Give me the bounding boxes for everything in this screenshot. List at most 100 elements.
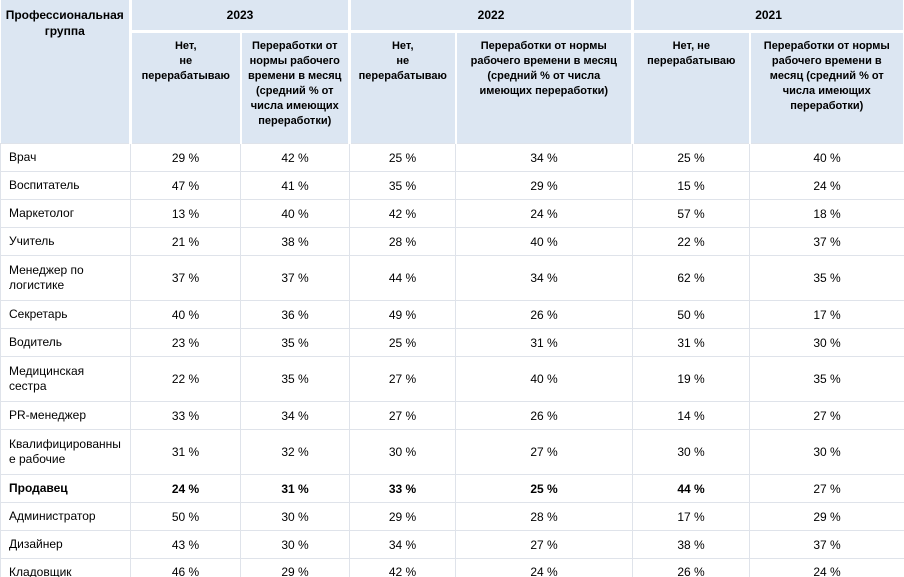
value-cell: 30 %	[749, 328, 904, 357]
value-cell: 24 %	[749, 171, 904, 200]
value-cell: 32 %	[239, 429, 351, 475]
row-label: Менеджер по логистике	[0, 255, 131, 301]
row-label: Врач	[0, 143, 131, 172]
table-row: Учитель 21 % 38 % 28 % 40 % 22 % 37 %	[0, 227, 904, 256]
value-cell: 33 %	[130, 401, 241, 430]
subheader-2023-overtime: Переработки от нормы рабочего времени в …	[239, 31, 352, 144]
value-cell: 23 %	[130, 328, 241, 357]
value-cell: 25 %	[632, 143, 751, 172]
value-cell: 33 %	[349, 474, 457, 503]
value-cell: 24 %	[455, 558, 634, 577]
table-row: Воспитатель 47 % 41 % 35 % 29 % 15 % 24 %	[0, 171, 904, 200]
value-cell: 29 %	[349, 502, 457, 531]
value-cell: 50 %	[130, 502, 241, 531]
subheader-2022-no-overtime: Нет, не перерабатываю	[348, 31, 457, 144]
table-header: Профессиональная группа 2023 2022 2021 Н…	[0, 0, 904, 144]
value-cell: 34 %	[455, 255, 634, 301]
value-cell: 27 %	[455, 530, 634, 559]
table-row: Дизайнер 43 % 30 % 34 % 27 % 38 % 37 %	[0, 530, 904, 559]
value-cell: 57 %	[632, 199, 751, 228]
value-cell: 21 %	[130, 227, 241, 256]
value-cell: 30 %	[239, 502, 351, 531]
value-cell: 35 %	[749, 356, 904, 402]
subheader-2021-overtime: Переработки от нормы рабочего времени в …	[748, 31, 904, 144]
value-cell: 29 %	[455, 171, 634, 200]
value-cell: 44 %	[349, 255, 457, 301]
year-header-2022: 2022	[348, 0, 635, 33]
corner-header-professional-group: Профессиональная группа	[0, 0, 132, 144]
value-cell: 35 %	[239, 356, 351, 402]
value-cell: 31 %	[239, 474, 351, 503]
table-row: Квалифицированны е рабочие 31 % 32 % 30 % 27…	[0, 429, 904, 475]
row-label: Администратор	[0, 502, 131, 531]
value-cell: 37 %	[749, 530, 904, 559]
year-header-2021: 2021	[631, 0, 904, 33]
value-cell: 15 %	[632, 171, 751, 200]
row-label: Водитель	[0, 328, 131, 357]
value-cell: 25 %	[349, 143, 457, 172]
value-cell: 31 %	[455, 328, 634, 357]
table-row: Врач 29 % 42 % 25 % 34 % 25 % 40 %	[0, 143, 904, 172]
value-cell: 24 %	[749, 558, 904, 577]
table-row: Водитель 23 % 35 % 25 % 31 % 31 % 30 %	[0, 328, 904, 357]
value-cell: 17 %	[749, 300, 904, 329]
table-row: Продавец 24 % 31 % 33 % 25 % 44 % 27 %	[0, 474, 904, 503]
value-cell: 26 %	[455, 300, 634, 329]
value-cell: 27 %	[455, 429, 634, 475]
value-cell: 24 %	[455, 199, 634, 228]
value-cell: 40 %	[455, 227, 634, 256]
value-cell: 35 %	[239, 328, 351, 357]
value-cell: 42 %	[349, 558, 457, 577]
table-row: Маркетолог 13 % 40 % 42 % 24 % 57 % 18 %	[0, 199, 904, 228]
value-cell: 44 %	[632, 474, 751, 503]
value-cell: 50 %	[632, 300, 751, 329]
value-cell: 38 %	[632, 530, 751, 559]
value-cell: 40 %	[749, 143, 904, 172]
value-cell: 25 %	[455, 474, 634, 503]
value-cell: 49 %	[349, 300, 457, 329]
row-label: Продавец	[0, 474, 131, 503]
value-cell: 17 %	[632, 502, 751, 531]
subheader-2021-no-overtime: Нет, не перерабатываю	[631, 31, 751, 144]
row-label: Дизайнер	[0, 530, 131, 559]
row-label: Маркетолог	[0, 199, 131, 228]
value-cell: 38 %	[239, 227, 351, 256]
value-cell: 34 %	[455, 143, 634, 172]
table-row: Секретарь 40 % 36 % 49 % 26 % 50 % 17 %	[0, 300, 904, 329]
value-cell: 35 %	[349, 171, 457, 200]
year-header-2023: 2023	[128, 0, 352, 33]
row-label: Медицинская сестра	[0, 356, 131, 402]
row-label: Квалифицированны е рабочие	[0, 429, 131, 475]
value-cell: 36 %	[239, 300, 351, 329]
value-cell: 22 %	[130, 356, 241, 402]
value-cell: 27 %	[349, 401, 457, 430]
row-label: Воспитатель	[0, 171, 131, 200]
value-cell: 37 %	[749, 227, 904, 256]
value-cell: 28 %	[455, 502, 634, 531]
value-cell: 29 %	[239, 558, 351, 577]
table-row: Кладовщик 46 % 29 % 42 % 24 % 26 % 24 %	[0, 558, 904, 577]
value-cell: 19 %	[632, 356, 751, 402]
value-cell: 40 %	[130, 300, 241, 329]
value-cell: 31 %	[130, 429, 241, 475]
row-label: Кладовщик	[0, 558, 131, 577]
value-cell: 62 %	[632, 255, 751, 301]
value-cell: 24 %	[130, 474, 241, 503]
value-cell: 22 %	[632, 227, 751, 256]
value-cell: 34 %	[239, 401, 351, 430]
table-row: PR-менеджер 33 % 34 % 27 % 26 % 14 % 27 %	[0, 401, 904, 430]
value-cell: 47 %	[130, 171, 241, 200]
value-cell: 37 %	[239, 255, 351, 301]
value-cell: 28 %	[349, 227, 457, 256]
value-cell: 26 %	[455, 401, 634, 430]
value-cell: 40 %	[455, 356, 634, 402]
value-cell: 37 %	[130, 255, 241, 301]
value-cell: 13 %	[130, 199, 241, 228]
row-label: PR-менеджер	[0, 401, 131, 430]
subheader-2023-no-overtime: Нет, не перерабатываю	[129, 31, 242, 144]
value-cell: 34 %	[349, 530, 457, 559]
table-row: Менеджер по логистике 37 % 37 % 44 % 34 % 62 …	[0, 255, 904, 301]
value-cell: 25 %	[349, 328, 457, 357]
